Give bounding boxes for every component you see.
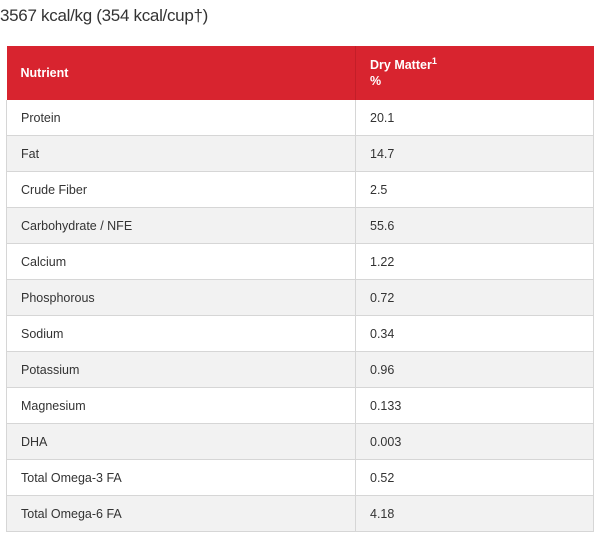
dry-matter-header-line: Dry Matter1 <box>370 57 594 73</box>
nutrient-name-cell: Phosphorous <box>6 279 356 316</box>
table-row: Phosphorous 0.72 <box>6 279 594 316</box>
nutrient-table: Nutrient Dry Matter1 % Protein 20.1 Fat 14.… <box>6 46 594 532</box>
nutrient-header-label: Nutrient <box>20 66 69 80</box>
dry-matter-value-cell: 55.6 <box>355 207 594 244</box>
dry-matter-unit: % <box>370 74 382 88</box>
nutrient-name-cell: Fat <box>6 135 356 172</box>
nutrient-name-cell: Calcium <box>6 243 356 280</box>
dry-matter-value-cell: 0.96 <box>355 351 594 388</box>
dry-matter-value-cell: 0.003 <box>355 423 594 460</box>
dry-matter-value-cell: 20.1 <box>355 100 594 136</box>
dry-matter-value-cell: 0.133 <box>355 387 594 424</box>
table-row: Total Omega-6 FA 4.18 <box>6 495 594 532</box>
nutrient-name-cell: Sodium <box>6 315 356 352</box>
caloric-content: 3567 kcal/kg (354 kcal/cup†) <box>0 6 209 25</box>
table-row: Fat 14.7 <box>6 135 594 172</box>
dry-matter-value-cell: 14.7 <box>355 135 594 172</box>
dry-matter-value-cell: 4.18 <box>355 495 594 532</box>
table-row: DHA 0.003 <box>6 423 594 460</box>
table-body: Protein 20.1 Fat 14.7 Crude Fiber 2.5 Carbohyd… <box>6 100 594 532</box>
table-row: Total Omega-3 FA 0.52 <box>6 459 594 496</box>
nutrient-name-cell: Protein <box>6 100 356 136</box>
nutrient-name-cell: Carbohydrate / NFE <box>6 207 356 244</box>
table-row: Calcium 1.22 <box>6 243 594 280</box>
table-row: Potassium 0.96 <box>6 351 594 388</box>
dry-matter-footnote-marker: 1 <box>431 56 437 66</box>
nutrient-name-cell: Total Omega-3 FA <box>6 459 356 496</box>
table-row: Magnesium 0.133 <box>6 387 594 424</box>
dry-matter-value-cell: 0.52 <box>355 459 594 496</box>
nutrient-name-cell: Potassium <box>6 351 356 388</box>
dry-matter-value-cell: 1.22 <box>355 243 594 280</box>
dry-matter-value-cell: 0.72 <box>355 279 594 316</box>
table-row: Protein 20.1 <box>6 100 594 136</box>
table-row: Carbohydrate / NFE 55.6 <box>6 207 594 244</box>
dry-matter-header-label: Dry Matter <box>370 58 432 72</box>
dry-matter-value-cell: 0.34 <box>355 315 594 352</box>
table-header-row: Nutrient Dry Matter1 % <box>6 46 594 100</box>
table-header: Nutrient Dry Matter1 % <box>6 46 594 100</box>
nutrient-table-container: Nutrient Dry Matter1 % Protein 20.1 Fat 14.… <box>6 46 594 532</box>
dry-matter-column-header: Dry Matter1 % <box>355 46 594 100</box>
nutrient-name-cell: Magnesium <box>6 387 356 424</box>
table-row: Sodium 0.34 <box>6 315 594 352</box>
table-row: Crude Fiber 2.5 <box>6 171 594 208</box>
dry-matter-value-cell: 2.5 <box>355 171 594 208</box>
nutrient-name-cell: Crude Fiber <box>6 171 356 208</box>
nutrient-name-cell: DHA <box>6 423 356 460</box>
nutrient-column-header: Nutrient <box>6 46 356 100</box>
nutrient-name-cell: Total Omega-6 FA <box>6 495 356 532</box>
